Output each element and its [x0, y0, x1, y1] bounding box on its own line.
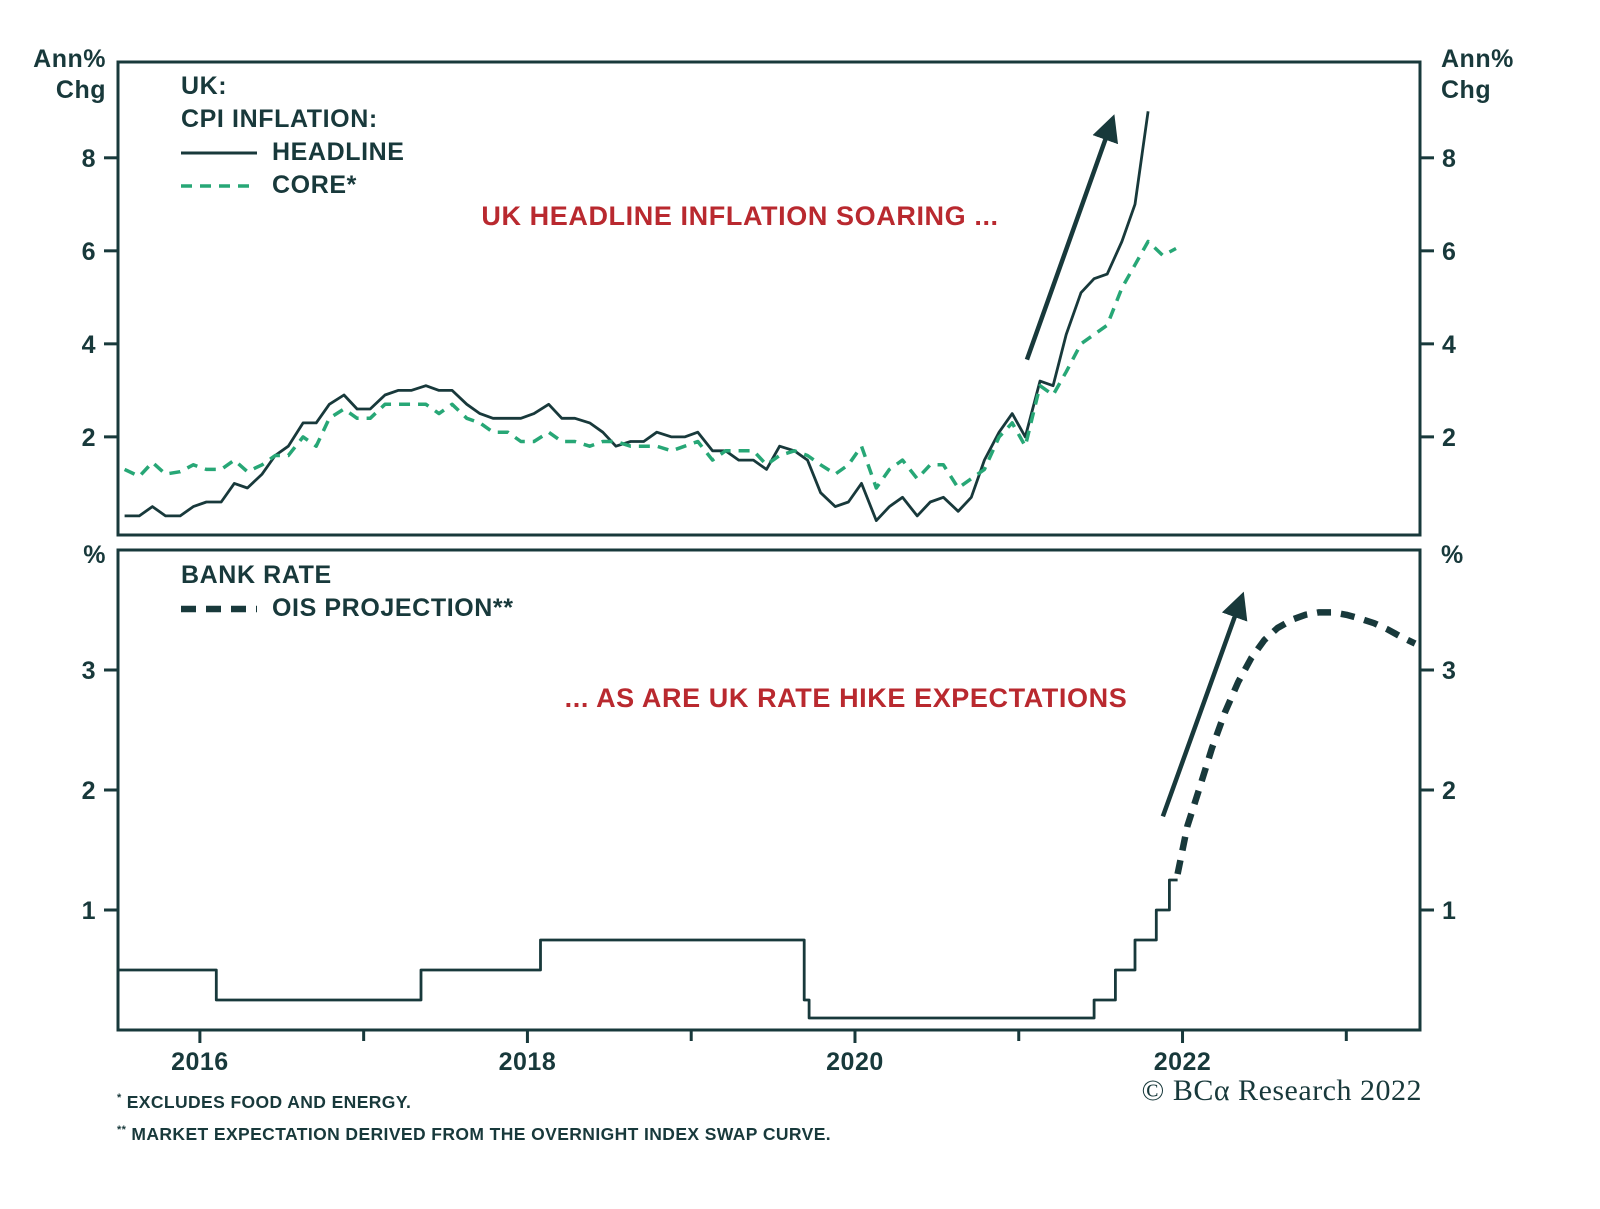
y-tick-label-left: 3: [82, 657, 96, 685]
footnote-2-marker: **: [117, 1123, 127, 1136]
y-tick-label-left: 4: [82, 331, 96, 359]
x-tick-label: 2022: [1154, 1048, 1212, 1076]
y-tick-label-right: 3: [1442, 657, 1456, 685]
top-trend-arrow: [1024, 114, 1119, 361]
y-tick-label-right: 2: [1442, 424, 1456, 452]
x-tick-label: 2018: [499, 1048, 557, 1076]
footnote-1: * EXCLUDES FOOD AND ENERGY.: [117, 1084, 831, 1116]
y-axis-unit-bottom-left: %: [83, 541, 106, 569]
x-tick-label: 2020: [826, 1048, 884, 1076]
legend-region-label: UK:: [181, 72, 228, 100]
y-tick-label-right: 6: [1442, 238, 1456, 266]
legend-core-label: CORE*: [272, 171, 357, 199]
y-axis-unit-line: Chg: [55, 76, 106, 104]
copyright: © BCα Research 2022: [1141, 1074, 1422, 1107]
headline-line-sample: [181, 151, 257, 154]
footnote-2: ** MARKET EXPECTATION DERIVED FROM THE OV…: [117, 1116, 831, 1148]
legend-row-headline: HEADLINE: [181, 136, 405, 169]
y-axis-unit-top-right: Ann% Chg: [1441, 44, 1514, 106]
ois-projection-series-line: [1174, 609, 1417, 875]
y-axis-unit-top-left: Ann% Chg: [28, 44, 106, 106]
headline-series-line: [124, 111, 1150, 522]
ois-line-sample: [181, 605, 257, 612]
y-tick-label-left: 2: [82, 777, 96, 805]
y-tick-label-right: 4: [1442, 331, 1456, 359]
legend-row-core: CORE*: [181, 169, 405, 202]
y-tick-label-right: 2: [1442, 777, 1456, 805]
y-axis-unit-line: Ann%: [33, 45, 106, 73]
legend-row-ois: OIS PROJECTION**: [181, 592, 514, 625]
top-panel-legend: UK: CPI INFLATION: HEADLINE CORE*: [181, 70, 405, 202]
y-axis-unit-bottom-right: %: [1441, 541, 1464, 569]
y-tick-label-left: 6: [82, 238, 96, 266]
top-annotation: UK HEADLINE INFLATION SOARING ...: [481, 201, 999, 231]
core-line-sample: [181, 183, 257, 188]
bottom-panel-legend: BANK RATE OIS PROJECTION**: [181, 559, 514, 625]
legend-series-group-label: CPI INFLATION:: [181, 105, 378, 133]
footnote-1-text: EXCLUDES FOOD AND ENERGY.: [126, 1091, 412, 1112]
top-panel-frame: [116, 60, 1422, 537]
legend-bank-rate-label: BANK RATE: [181, 561, 332, 589]
footnote-2-text: MARKET EXPECTATION DERIVED FROM THE OVER…: [131, 1123, 832, 1144]
bottom-trend-arrow: [1160, 591, 1248, 818]
footnotes: * EXCLUDES FOOD AND ENERGY. ** MARKET EXPE…: [117, 1084, 831, 1148]
y-tick-label-left: 8: [82, 145, 96, 173]
bank-rate-series-line: [118, 878, 1178, 1020]
y-tick-label-left: 2: [82, 424, 96, 452]
footnote-1-marker: *: [117, 1092, 122, 1104]
legend-headline-label: HEADLINE: [272, 138, 405, 166]
bottom-annotation: ... AS ARE UK RATE HIKE EXPECTATIONS: [564, 683, 1128, 713]
y-tick-label-left: 1: [82, 897, 96, 925]
y-axis-unit-line: Chg: [1441, 76, 1492, 104]
y-tick-label-right: 8: [1442, 145, 1456, 173]
x-tick-label: 2016: [171, 1048, 229, 1076]
legend-ois-label: OIS PROJECTION**: [272, 594, 514, 622]
core-series-line: [123, 239, 1177, 490]
y-axis-unit-line: Ann%: [1441, 45, 1514, 73]
y-tick-label-right: 1: [1442, 897, 1456, 925]
